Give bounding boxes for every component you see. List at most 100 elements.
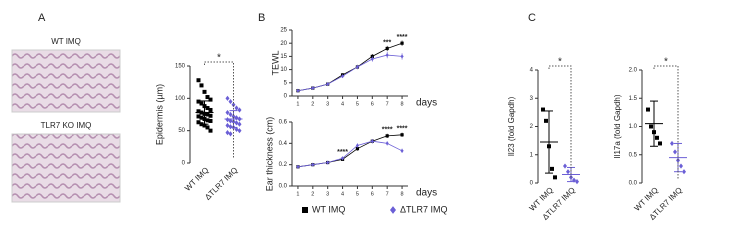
marker [340,74,345,79]
marker [208,113,213,118]
marker [390,206,396,214]
marker [296,88,300,93]
series-line [297,54,403,92]
significance-bracket [204,61,234,159]
series-line [297,140,403,168]
marker [231,102,236,108]
marker [205,95,210,100]
marker [208,97,213,102]
series-line [297,134,403,168]
y-tick-label: 0.0 [629,181,638,187]
histology-image [11,133,121,203]
marker [196,78,201,83]
marker [205,106,210,111]
y-tick-label: 25 [280,28,287,34]
marker [234,120,239,126]
marker [385,46,389,51]
marker [199,101,204,106]
significance-label: * [558,57,562,68]
marker [225,130,230,136]
marker [541,107,545,112]
marker [649,124,653,129]
marker [655,135,659,140]
marker [302,207,308,213]
x-tick-label: 3 [326,191,329,197]
y-tick-label: 0.0 [279,184,288,190]
marker [400,148,404,153]
marker [208,107,213,112]
marker [326,82,330,87]
marker [225,122,230,129]
figure: A B C WT IMQ TLR7 KO IMQ 050100150Epider… [11,12,687,222]
marker [370,139,374,144]
marker [228,111,233,118]
marker [311,162,315,167]
y-tick-label: 2 [530,124,534,130]
y-tick-label: 5 [284,80,288,86]
marker [202,89,207,94]
marker [237,121,242,127]
marker [228,131,233,137]
marker [205,125,210,130]
marker [208,118,213,123]
y-axis-label: Epidermis (µm) [154,84,164,145]
marker [234,126,239,132]
y-tick-label: 15 [280,54,287,60]
y-tick-label: 0.5 [629,152,638,158]
histology-image [11,49,121,113]
significance-label: * [217,53,221,64]
significance-bracket [653,65,679,179]
marker [237,107,242,113]
marker [228,124,233,130]
y-tick-label: 10 [280,67,287,73]
marker [196,120,201,125]
x-tick-label: 3 [326,101,329,107]
significance-label: **** [382,127,393,134]
y-tick-label: 0 [530,181,534,187]
y-tick-label: 1.5 [629,96,638,102]
y-tick-label: 50 [178,128,185,134]
y-tick-label: 150 [175,64,186,70]
panel-letter: B [258,12,265,24]
significance-label: * [664,57,668,68]
image-label: WT IMQ [51,37,81,46]
marker [225,109,230,116]
marker [679,163,683,169]
marker [553,175,557,180]
x-tick-label: 8 [401,191,404,197]
marker [234,115,239,121]
marker [228,98,233,105]
marker [355,147,360,151]
y-axis-label: Il17a (fold Gapdh) [613,94,622,158]
marker [296,164,300,169]
marker [566,169,570,175]
y-tick-label: 100 [175,96,186,102]
y-tick-label: 2.0 [629,68,638,74]
marker [400,133,404,137]
marker [340,156,345,161]
x-tick-label: 5 [356,191,359,197]
y-tick-label: 20 [280,41,287,47]
series-line [297,42,403,92]
significance-bracket [548,65,572,179]
marker [400,54,404,59]
x-axis-label: days [416,98,437,109]
y-tick-label: 1.0 [629,124,638,130]
significance-label: **** [397,34,408,41]
y-tick-label: 0.4 [279,141,288,147]
panel-letter: A [38,12,46,24]
marker [228,118,233,124]
marker [563,163,567,169]
significance-label: **** [337,149,348,156]
y-tick-label: 1 [530,152,534,158]
x-tick-label: 7 [386,191,389,197]
significance-label: *** [383,39,391,46]
marker [196,99,201,104]
marker [237,128,242,134]
marker [196,109,201,114]
x-tick-label: 2 [311,101,314,107]
marker [199,83,204,88]
marker [234,105,239,111]
x-tick-label: 5 [356,101,359,107]
marker [355,143,360,148]
